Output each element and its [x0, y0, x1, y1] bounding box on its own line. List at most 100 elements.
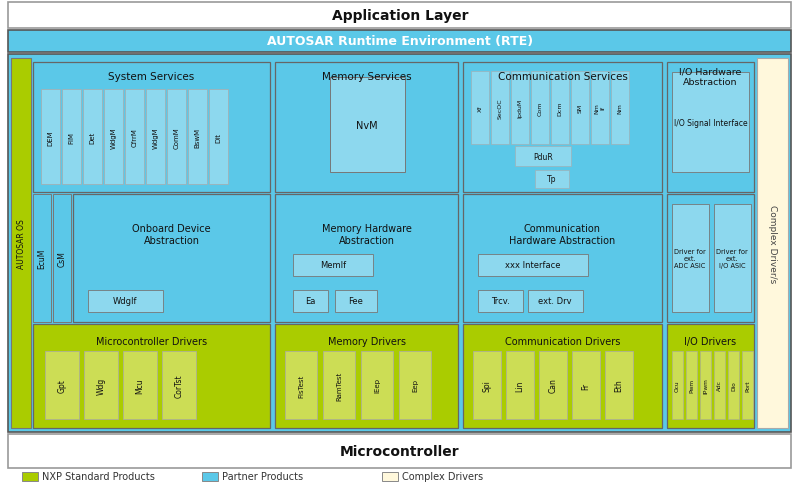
FancyBboxPatch shape: [471, 72, 489, 145]
Text: Onboard Device
Abstraction: Onboard Device Abstraction: [132, 224, 211, 245]
FancyBboxPatch shape: [22, 472, 38, 481]
Text: Microcontroller: Microcontroller: [340, 444, 460, 458]
Text: WdgIf: WdgIf: [113, 297, 138, 306]
FancyBboxPatch shape: [335, 290, 377, 312]
FancyBboxPatch shape: [8, 434, 791, 468]
FancyBboxPatch shape: [53, 195, 71, 322]
Text: CorTst: CorTst: [174, 374, 183, 397]
Text: DEM: DEM: [47, 130, 54, 146]
Text: FIM: FIM: [69, 132, 74, 144]
FancyBboxPatch shape: [672, 73, 749, 173]
FancyBboxPatch shape: [463, 324, 662, 428]
Text: Complex Driver/s: Complex Driver/s: [769, 204, 778, 283]
Text: Dio: Dio: [731, 380, 736, 390]
FancyBboxPatch shape: [33, 324, 270, 428]
Text: WdgM: WdgM: [110, 127, 117, 149]
Text: Mcu: Mcu: [135, 378, 145, 393]
Text: MemIf: MemIf: [320, 261, 346, 270]
Text: ext. Drv: ext. Drv: [538, 297, 572, 306]
FancyBboxPatch shape: [535, 171, 569, 189]
FancyBboxPatch shape: [188, 90, 207, 184]
FancyBboxPatch shape: [323, 351, 355, 419]
FancyBboxPatch shape: [757, 59, 788, 428]
Text: AUTOSAR OS: AUTOSAR OS: [17, 219, 26, 268]
Text: Ocu: Ocu: [675, 379, 680, 391]
Text: Driver for
ext.
ADC ASIC: Driver for ext. ADC ASIC: [674, 248, 706, 269]
FancyBboxPatch shape: [45, 351, 79, 419]
Text: Pwm: Pwm: [689, 378, 694, 392]
Text: SM: SM: [578, 104, 582, 113]
Text: Eep: Eep: [412, 378, 418, 392]
FancyBboxPatch shape: [478, 255, 588, 276]
Text: RamTest: RamTest: [336, 371, 342, 400]
Text: IEep: IEep: [374, 378, 380, 393]
FancyBboxPatch shape: [11, 59, 31, 428]
FancyBboxPatch shape: [84, 351, 118, 419]
FancyBboxPatch shape: [551, 72, 569, 145]
Text: Port: Port: [745, 379, 750, 391]
FancyBboxPatch shape: [73, 195, 270, 322]
FancyBboxPatch shape: [539, 351, 567, 419]
FancyBboxPatch shape: [83, 90, 102, 184]
FancyBboxPatch shape: [714, 351, 725, 419]
FancyBboxPatch shape: [41, 90, 60, 184]
FancyBboxPatch shape: [8, 3, 791, 29]
FancyBboxPatch shape: [146, 90, 165, 184]
Text: PduR: PduR: [533, 152, 553, 161]
FancyBboxPatch shape: [293, 255, 373, 276]
Text: xxx Interface: xxx Interface: [506, 261, 561, 270]
FancyBboxPatch shape: [728, 351, 739, 419]
FancyBboxPatch shape: [361, 351, 393, 419]
Text: EcuM: EcuM: [38, 248, 46, 269]
Text: Communication
Hardware Abstraction: Communication Hardware Abstraction: [510, 224, 616, 245]
FancyBboxPatch shape: [571, 72, 589, 145]
FancyBboxPatch shape: [611, 72, 629, 145]
Text: Nm: Nm: [618, 103, 622, 114]
Text: Spi: Spi: [482, 379, 491, 391]
Text: Wdg: Wdg: [97, 377, 106, 394]
Text: SecOC: SecOC: [498, 98, 502, 119]
Text: WdgM: WdgM: [153, 127, 158, 149]
Text: NXP Standard Products: NXP Standard Products: [42, 471, 155, 482]
FancyBboxPatch shape: [330, 78, 405, 173]
Text: Application Layer: Application Layer: [332, 9, 468, 23]
FancyBboxPatch shape: [515, 147, 571, 166]
Text: I/O Hardware
Abstraction: I/O Hardware Abstraction: [679, 67, 742, 87]
Text: Xf: Xf: [478, 105, 482, 111]
FancyBboxPatch shape: [667, 195, 754, 322]
FancyBboxPatch shape: [506, 351, 534, 419]
FancyBboxPatch shape: [399, 351, 431, 419]
FancyBboxPatch shape: [275, 63, 458, 193]
Text: Microcontroller Drivers: Microcontroller Drivers: [96, 336, 207, 346]
Text: Driver for
ext.
I/O ASIC: Driver for ext. I/O ASIC: [716, 248, 748, 269]
FancyBboxPatch shape: [714, 205, 751, 312]
Text: NvM: NvM: [356, 121, 378, 131]
Text: Memory Drivers: Memory Drivers: [327, 336, 406, 346]
Text: Ea: Ea: [305, 297, 315, 306]
Text: Gpt: Gpt: [58, 378, 66, 392]
FancyBboxPatch shape: [209, 90, 228, 184]
FancyBboxPatch shape: [275, 195, 458, 322]
Text: Communication Drivers: Communication Drivers: [505, 336, 620, 346]
FancyBboxPatch shape: [62, 90, 81, 184]
Text: Det: Det: [90, 132, 95, 144]
Text: Partner Products: Partner Products: [222, 471, 303, 482]
FancyBboxPatch shape: [167, 90, 186, 184]
FancyBboxPatch shape: [275, 324, 458, 428]
FancyBboxPatch shape: [473, 351, 501, 419]
FancyBboxPatch shape: [382, 472, 398, 481]
FancyBboxPatch shape: [667, 63, 754, 193]
Text: IpduM: IpduM: [518, 99, 522, 118]
Text: Complex Drivers: Complex Drivers: [402, 471, 483, 482]
FancyBboxPatch shape: [88, 290, 163, 312]
FancyBboxPatch shape: [293, 290, 328, 312]
FancyBboxPatch shape: [33, 195, 51, 322]
Text: ComM: ComM: [174, 127, 179, 149]
Text: Fr: Fr: [582, 382, 590, 389]
Text: Communication Services: Communication Services: [498, 72, 627, 82]
FancyBboxPatch shape: [285, 351, 317, 419]
FancyBboxPatch shape: [162, 351, 196, 419]
FancyBboxPatch shape: [686, 351, 697, 419]
FancyBboxPatch shape: [491, 72, 509, 145]
FancyBboxPatch shape: [528, 290, 583, 312]
